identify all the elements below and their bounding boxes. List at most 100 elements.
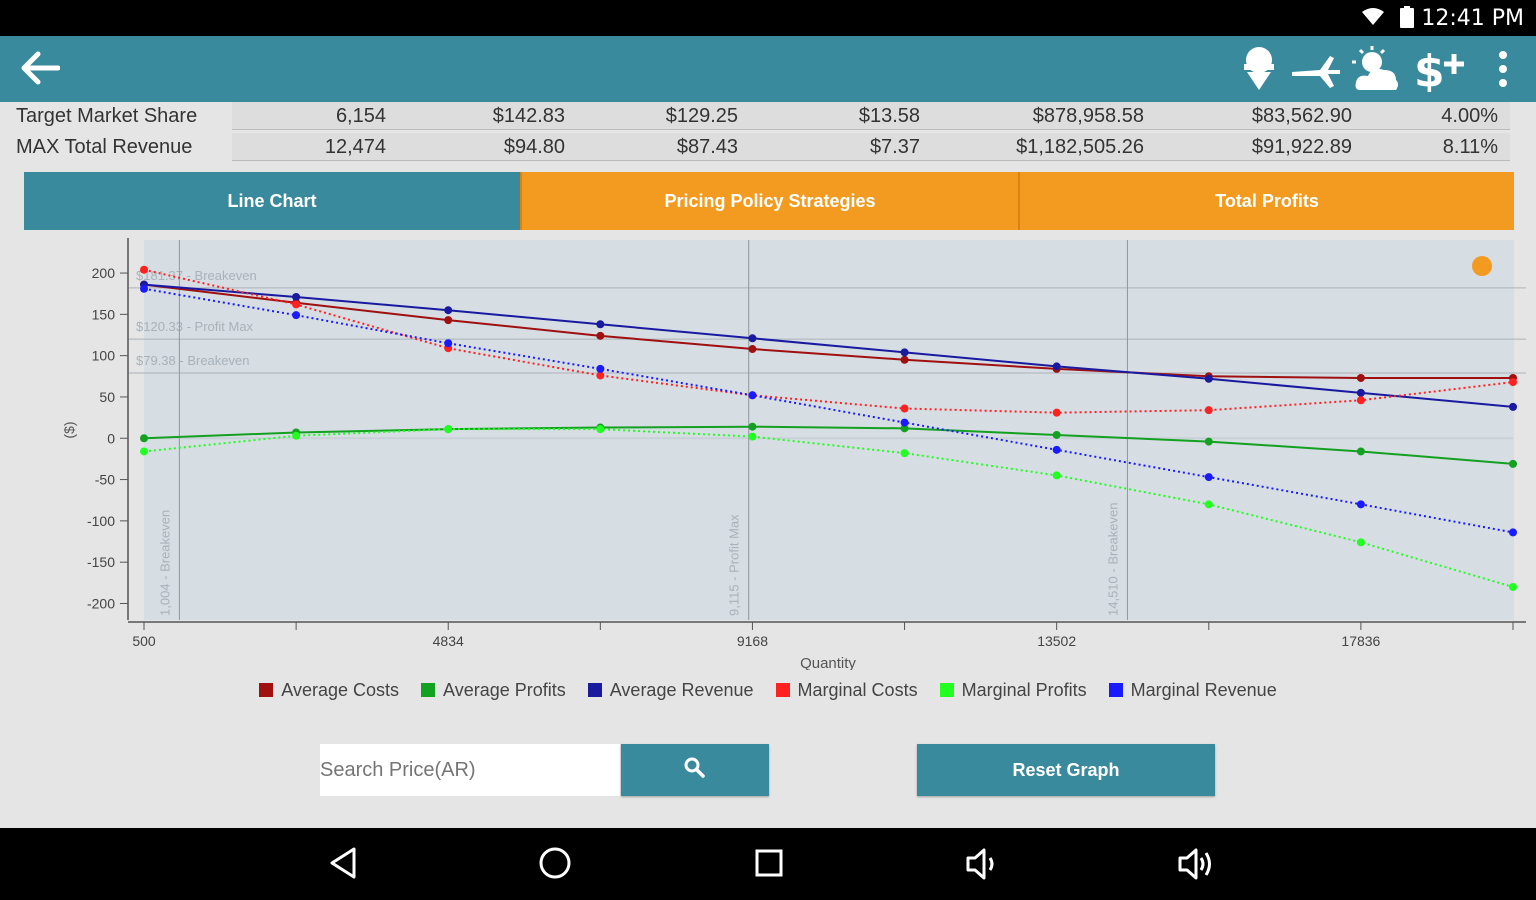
series-line-marginal-revenue	[143, 287, 1514, 534]
legend-item[interactable]: Marginal Revenue	[1108, 678, 1277, 702]
data-point[interactable]	[1052, 430, 1061, 439]
marker-handle[interactable]	[1472, 256, 1492, 276]
data-point[interactable]	[900, 355, 909, 364]
data-point[interactable]	[140, 447, 148, 456]
data-point[interactable]	[1509, 402, 1517, 411]
data-point[interactable]	[1052, 408, 1061, 417]
data-point[interactable]	[1509, 582, 1517, 591]
search-icon	[684, 757, 706, 784]
cell-ap: $7.37	[869, 136, 920, 158]
volume-down-icon[interactable]	[964, 846, 1000, 887]
y-tick-label: 200	[92, 265, 116, 281]
data-point[interactable]	[1052, 362, 1061, 371]
data-point[interactable]	[748, 334, 757, 343]
back-arrow-icon[interactable]	[20, 50, 61, 91]
tab-pricing-policy-strategies[interactable]: Pricing Policy Strategies	[520, 172, 1018, 230]
legend-item[interactable]: Average Revenue	[587, 678, 754, 702]
data-point[interactable]	[900, 348, 909, 357]
data-point[interactable]	[1204, 374, 1213, 383]
data-point[interactable]	[292, 311, 301, 320]
data-point[interactable]	[596, 364, 605, 373]
summary-row: Target Market Share 6,154 $142.83 $129.2…	[0, 102, 1536, 132]
data-point[interactable]	[1052, 471, 1061, 480]
summary-table: Target Market Share 6,154 $142.83 $129.2…	[0, 102, 1536, 166]
legend-swatch	[259, 683, 274, 697]
data-point[interactable]	[900, 424, 909, 433]
data-point[interactable]	[1356, 500, 1365, 509]
legend-label: Marginal Revenue	[1130, 679, 1277, 700]
data-point[interactable]	[140, 265, 148, 274]
data-point[interactable]	[596, 331, 605, 340]
data-point[interactable]	[444, 339, 453, 348]
tab-total-profits[interactable]: Total Profits	[1018, 172, 1514, 230]
cell-ac: $87.43	[676, 136, 738, 158]
plane-icon[interactable]	[1290, 52, 1342, 93]
data-point[interactable]	[1509, 459, 1517, 468]
nav-home-icon[interactable]	[538, 846, 572, 885]
cell-profit: $83,562.90	[1251, 105, 1352, 127]
cell-share: 8.11%	[1442, 136, 1498, 158]
clock: 12:41 PM	[1421, 6, 1524, 31]
data-point[interactable]	[1204, 500, 1213, 509]
legend-label: Marginal Costs	[797, 679, 918, 700]
row-label: Target Market Share	[16, 105, 198, 127]
data-point[interactable]	[1509, 378, 1517, 387]
controls-row: Reset Graph	[0, 744, 1536, 796]
legend-item[interactable]: Marginal Costs	[775, 678, 918, 702]
reference-hline-label: $181.37 - Breakeven	[136, 268, 257, 283]
data-point[interactable]	[596, 425, 605, 434]
data-point[interactable]	[140, 434, 148, 443]
data-point[interactable]	[444, 425, 453, 434]
reference-hline-label: $79.38 - Breakeven	[136, 353, 249, 368]
data-point[interactable]	[748, 422, 757, 431]
volume-up-icon[interactable]	[1176, 846, 1216, 887]
weather-icon[interactable]	[1352, 46, 1400, 97]
data-point[interactable]	[900, 418, 909, 427]
row-cells: 12,474 $94.80 $87.43 $7.37 $1,182,505.26…	[232, 133, 1510, 161]
data-point[interactable]	[292, 300, 301, 309]
data-point[interactable]	[1356, 388, 1365, 397]
data-point[interactable]	[748, 391, 757, 400]
data-point[interactable]	[900, 449, 909, 458]
data-point[interactable]	[292, 431, 301, 440]
row-cells: 6,154 $142.83 $129.25 $13.58 $878,958.58…	[232, 102, 1510, 130]
reset-graph-button[interactable]: Reset Graph	[917, 744, 1215, 796]
data-point[interactable]	[1356, 373, 1365, 382]
dollar-plus-icon[interactable]: $	[1414, 46, 1466, 97]
series-line-average-costs	[143, 283, 1513, 379]
data-point[interactable]	[596, 371, 605, 380]
ice-cream-icon[interactable]	[1240, 46, 1278, 97]
data-point[interactable]	[444, 306, 453, 315]
data-point[interactable]	[748, 345, 757, 354]
data-point[interactable]	[292, 293, 301, 301]
legend-item[interactable]: Average Costs	[259, 678, 399, 702]
data-point[interactable]	[1356, 538, 1365, 547]
data-point[interactable]	[1356, 396, 1365, 405]
nav-back-icon[interactable]	[328, 846, 358, 885]
cell-ar: $94.80	[503, 136, 565, 158]
nav-recents-icon[interactable]	[754, 848, 784, 883]
series-line-marginal-profits	[143, 428, 1514, 588]
legend-item[interactable]: Marginal Profits	[939, 678, 1087, 702]
legend-item[interactable]: Average Profits	[421, 678, 566, 702]
data-point[interactable]	[900, 404, 909, 413]
y-tick-label: 150	[92, 306, 116, 322]
data-point[interactable]	[1204, 437, 1213, 446]
data-point[interactable]	[596, 320, 605, 329]
data-point[interactable]	[748, 432, 757, 441]
y-tick-label: -200	[87, 595, 115, 611]
more-vert-icon[interactable]	[1494, 50, 1512, 95]
data-point[interactable]	[140, 284, 148, 293]
x-tick-label: 9168	[737, 633, 768, 649]
data-point[interactable]	[1509, 528, 1517, 537]
tab-line-chart[interactable]: Line Chart	[24, 172, 520, 230]
data-point[interactable]	[1052, 445, 1061, 454]
search-button[interactable]	[621, 744, 769, 796]
data-point[interactable]	[444, 316, 453, 325]
wifi-icon	[1362, 8, 1384, 31]
data-point[interactable]	[1204, 406, 1213, 415]
data-point[interactable]	[1204, 473, 1213, 482]
y-tick-label: -150	[87, 554, 115, 570]
search-price-input[interactable]	[320, 744, 620, 796]
data-point[interactable]	[1356, 447, 1365, 456]
